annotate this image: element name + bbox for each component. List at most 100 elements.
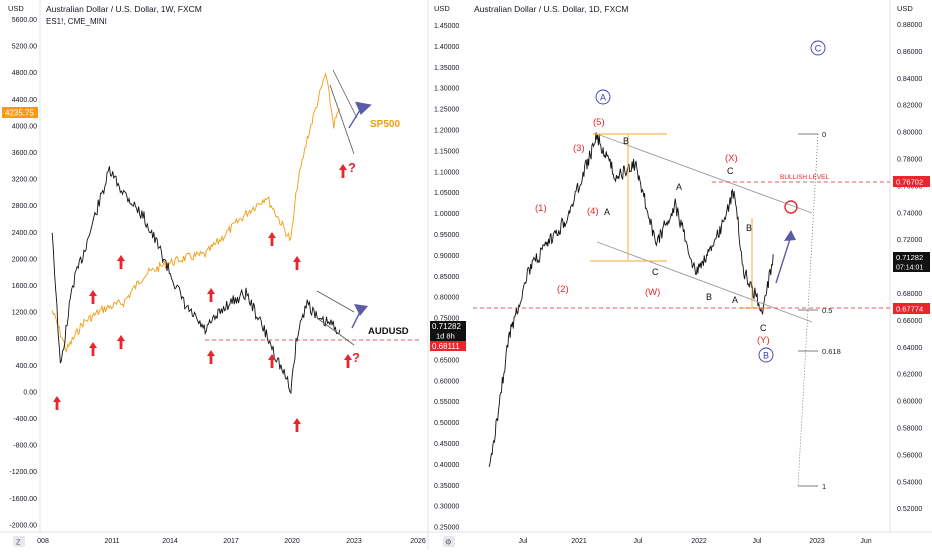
right-plot-area[interactable] xyxy=(455,0,890,532)
spx-tick-label: 400.00 xyxy=(16,363,38,370)
audusd-label: AUDUSD xyxy=(368,326,409,337)
left-plot-area[interactable] xyxy=(0,0,430,532)
wave-2-label: (2) xyxy=(557,284,569,295)
aud-left-tick-label: 0.95000 xyxy=(434,232,459,239)
right-x-tick-label: 2021 xyxy=(571,538,587,545)
spx-tick-label: -2000.00 xyxy=(9,522,37,529)
sp500-label: SP500 xyxy=(370,119,400,130)
middle-currency-label: USD xyxy=(434,4,450,13)
up-arrow-icon xyxy=(344,354,352,368)
aud-left-tick-label: 1.10000 xyxy=(434,169,459,176)
right-tick-label: 0.72000 xyxy=(897,237,922,244)
current-price-timer: 07:14:01 xyxy=(896,265,923,272)
spx-tick-label: -400.00 xyxy=(13,416,37,423)
right-time-axis[interactable]: Jul 2021 Jul 2022 Jul 2023 Jun xyxy=(519,538,872,545)
circle-C-label: C xyxy=(815,44,822,54)
aud-left-tick-label: 0.55000 xyxy=(434,399,459,406)
spx-tick-label: -1200.00 xyxy=(9,469,37,476)
compare-button[interactable] xyxy=(13,536,25,547)
right-x-tick-label: Jun xyxy=(860,538,871,545)
right-x-tick-label: Jul xyxy=(753,538,762,545)
spx-projection-arrowhead xyxy=(354,101,372,115)
up-arrow-icon xyxy=(293,256,301,270)
left-x-tick-label: 2011 xyxy=(104,538,119,545)
fib-label-0-5: 0.5 xyxy=(822,306,832,315)
spx-tick-label: 3200.00 xyxy=(12,177,37,184)
wave-W-label: (W) xyxy=(645,287,660,298)
aud-left-tick-label: 1.05000 xyxy=(434,190,459,197)
up-arrow-icon xyxy=(293,418,301,432)
aud-left-tick-label: 1.15000 xyxy=(434,148,459,155)
right-currency-label: USD xyxy=(897,4,913,13)
subwave-B1-label: B xyxy=(623,136,629,146)
right-tick-label: 0.74000 xyxy=(897,210,922,217)
sp500-series-line xyxy=(51,72,341,353)
left-chart-title: Australian Dollar / U.S. Dollar, 1W, FXC… xyxy=(46,4,202,14)
aud-price-badge-left-text: 0.71282 xyxy=(432,322,461,331)
price-series xyxy=(51,72,774,468)
up-arrow-icon xyxy=(117,255,125,269)
left-currency-label: USD xyxy=(8,4,24,13)
spx-wedge-bottom-line xyxy=(329,84,355,155)
left-x-tick-label: 2017 xyxy=(223,538,239,545)
aud-left-tick-label: 0.60000 xyxy=(434,378,459,385)
subwave-B2-label: B xyxy=(706,292,712,302)
circle-C-marker xyxy=(810,40,826,56)
spx-tick-label: 2000.00 xyxy=(12,256,37,263)
spx-tick-label: 1200.00 xyxy=(12,310,37,317)
right-tick-label: 0.62000 xyxy=(897,372,922,379)
right-tick-label: 0.86000 xyxy=(897,49,922,56)
right-projection-arrow xyxy=(775,238,791,284)
current-price-badge-text: 0.71282 xyxy=(896,253,923,262)
aud-left-tick-label: 0.75000 xyxy=(434,316,459,323)
right-tick-label: 0.84000 xyxy=(897,76,922,83)
spx-price-axis[interactable]: 5600.00 5200.00 4800.00 4400.00 4000.00 3600.… xyxy=(9,17,37,529)
spx-wedge-top-line xyxy=(332,69,358,119)
circle-A-label: A xyxy=(600,93,606,103)
support-price-badge-text: 0.67774 xyxy=(896,305,923,314)
right-tick-label: 0.78000 xyxy=(897,157,922,164)
aud-left-tick-label: 1.20000 xyxy=(434,128,459,135)
target-circle xyxy=(784,200,798,214)
spx-tick-label: 4400.00 xyxy=(12,97,37,104)
left-x-tick-label: 2020 xyxy=(284,538,300,545)
left-up-arrows xyxy=(53,164,352,432)
spx-tick-label: 2800.00 xyxy=(12,203,37,210)
aud-price-badge-left xyxy=(430,321,466,341)
up-arrow-icon xyxy=(339,164,347,178)
spx-tick-label: 5600.00 xyxy=(12,17,37,24)
aud-left-tick-label: 0.65000 xyxy=(434,357,459,364)
aud-left-tick-label: 1.40000 xyxy=(434,44,459,51)
right-tick-label: 0.64000 xyxy=(897,345,922,352)
spx-tick-label: -800.00 xyxy=(13,443,37,450)
channel-bottom-line xyxy=(596,241,813,323)
bullish-price-badge-text: 0.76702 xyxy=(896,178,923,187)
aud-left-tick-label: 0.85000 xyxy=(434,274,459,281)
right-projection-arrowhead xyxy=(784,230,796,241)
bullish-level-label: BULLISH LEVEL xyxy=(780,174,830,181)
up-arrow-icon xyxy=(268,232,276,246)
left-time-axis[interactable]: 008 2011 2014 2017 2020 2023 2026 xyxy=(37,538,426,545)
aud-left-tick-label: 0.40000 xyxy=(434,462,459,469)
aud-price-axis-left[interactable]: 1.45000 1.40000 1.35000 1.30000 1.25000 1.200… xyxy=(434,23,459,532)
up-arrow-icon xyxy=(207,350,215,364)
spx-tick-label: 4800.00 xyxy=(12,70,37,77)
spx-tick-label: 0.00 xyxy=(23,389,37,396)
settings-button[interactable] xyxy=(443,536,455,547)
right-tick-label: 0.80000 xyxy=(897,130,922,137)
aud-left-tick-label: 1.30000 xyxy=(434,86,459,93)
right-tick-label: 0.60000 xyxy=(897,399,922,406)
subwave-A3-label: A xyxy=(732,295,738,305)
aud-wedge-bottom-line xyxy=(316,317,355,346)
spx-tick-label: 5200.00 xyxy=(12,44,37,51)
up-arrow-icon xyxy=(53,396,61,410)
spx-tick-label: -1600.00 xyxy=(9,496,37,503)
aud-level-badge-left-text: 0.68111 xyxy=(432,342,460,351)
up-arrow-icon xyxy=(207,288,215,302)
compare-button-label: Z xyxy=(16,538,21,547)
aud-left-tick-label: 1.45000 xyxy=(434,23,459,30)
aud-projection-arrow xyxy=(351,311,361,329)
subwave-A1-label: A xyxy=(604,207,610,217)
current-price-badge xyxy=(893,252,930,272)
